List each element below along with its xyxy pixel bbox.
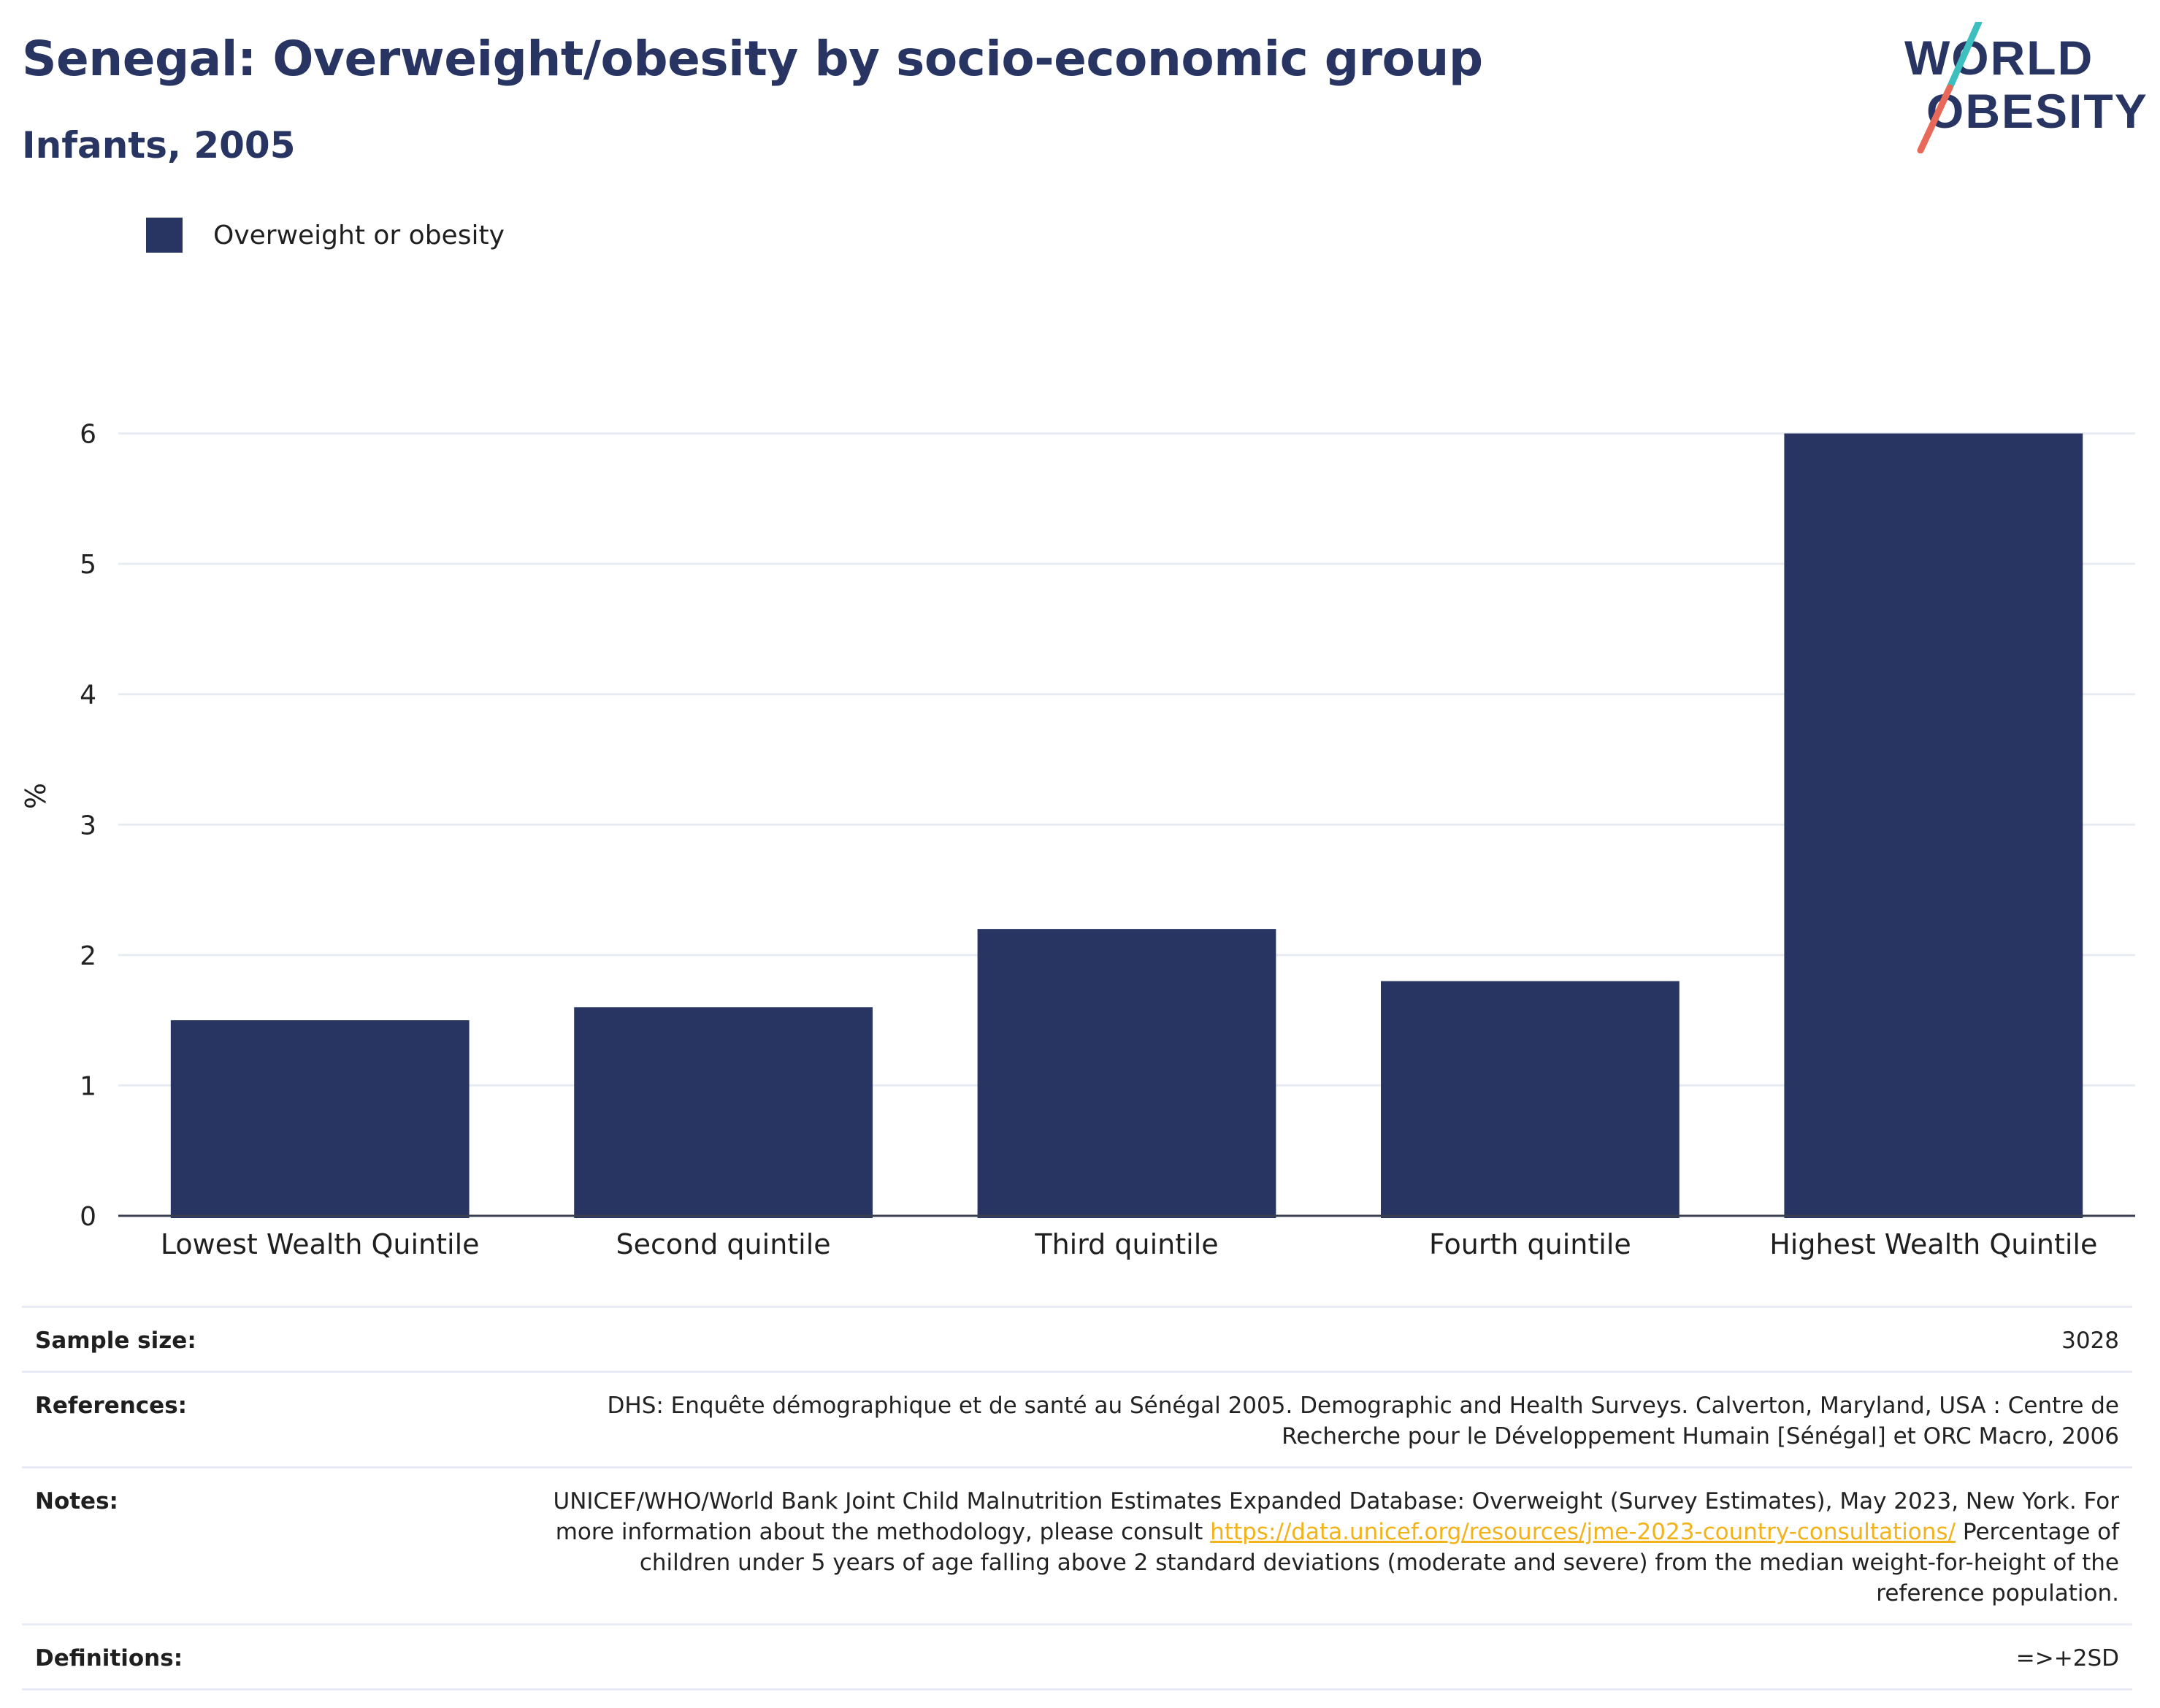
chart-subtitle: Infants, 2005 xyxy=(22,124,296,166)
definitions-key: Definitions: xyxy=(35,1645,183,1671)
x-tick-label: Third quintile xyxy=(1034,1228,1218,1260)
definitions-value: =>+2SD xyxy=(2015,1645,2119,1671)
y-tick-label: 2 xyxy=(80,941,96,971)
bar xyxy=(170,1020,470,1218)
bar xyxy=(977,929,1276,1218)
notes-value: UNICEF/WHO/World Bank Joint Child Malnut… xyxy=(549,1486,2120,1609)
chart-legend[interactable]: Overweight or obesity xyxy=(146,218,505,253)
notes-link[interactable]: https://data.unicef.org/resources/jme-20… xyxy=(1210,1519,1956,1545)
bar-chart: 0 1 2 3 4 5 6 Lowest Wealth Quintile Second quin… xyxy=(20,420,2135,1260)
logo-line1: WORLD xyxy=(1904,31,2094,85)
bar xyxy=(1381,981,1680,1218)
legend-label: Overweight or obesity xyxy=(213,220,505,250)
x-tick-label: Fourth quintile xyxy=(1429,1228,1631,1260)
logo-slash-bottom xyxy=(1917,84,1953,153)
y-axis-title: % xyxy=(20,783,52,809)
info-table: Sample size: 3028 References: DHS: Enquê… xyxy=(22,1306,2132,1690)
bars xyxy=(170,433,2083,1218)
bar xyxy=(1784,433,2083,1218)
y-tick-label: 5 xyxy=(80,550,96,580)
sample-size-value: 3028 xyxy=(2061,1328,2119,1354)
bar xyxy=(574,1007,873,1218)
y-tick-label: 6 xyxy=(80,420,96,450)
y-tick-label: 1 xyxy=(80,1071,96,1101)
info-row-definitions: Definitions: =>+2SD xyxy=(22,1623,2132,1690)
world-obesity-logo: WORLD OBESITY xyxy=(1904,22,2147,153)
logo-line2: OBESITY xyxy=(1926,84,2147,138)
notes-text-2: Percentage of children under 5 years of … xyxy=(639,1519,2119,1606)
y-tick-label: 4 xyxy=(80,681,96,711)
axes: 0 1 2 3 4 5 6 Lowest Wealth Quintile Second quin… xyxy=(80,420,2135,1260)
x-tick-label: Highest Wealth Quintile xyxy=(1769,1228,2097,1260)
chart-title: Senegal: Overweight/obesity by socio-eco… xyxy=(22,31,1483,87)
info-row-references: References: DHS: Enquête démographique e… xyxy=(22,1371,2132,1466)
notes-text-1: UNICEF/WHO/World Bank Joint Child Malnut… xyxy=(553,1488,2120,1545)
x-tick-label: Lowest Wealth Quintile xyxy=(161,1228,480,1260)
notes-key: Notes: xyxy=(35,1488,118,1514)
y-tick-label: 3 xyxy=(80,811,96,840)
info-row-sample-size: Sample size: 3028 xyxy=(22,1306,2132,1371)
references-key: References: xyxy=(35,1393,188,1419)
legend-swatch xyxy=(146,218,183,253)
x-tick-label: Second quintile xyxy=(616,1228,831,1260)
logo-slash-top xyxy=(1946,22,1983,91)
references-value: DHS: Enquête démographique et de santé a… xyxy=(607,1393,2119,1449)
info-row-notes: Notes: UNICEF/WHO/World Bank Joint Child… xyxy=(22,1466,2132,1623)
y-tick-label: 0 xyxy=(80,1202,96,1232)
sample-size-key: Sample size: xyxy=(35,1328,196,1354)
